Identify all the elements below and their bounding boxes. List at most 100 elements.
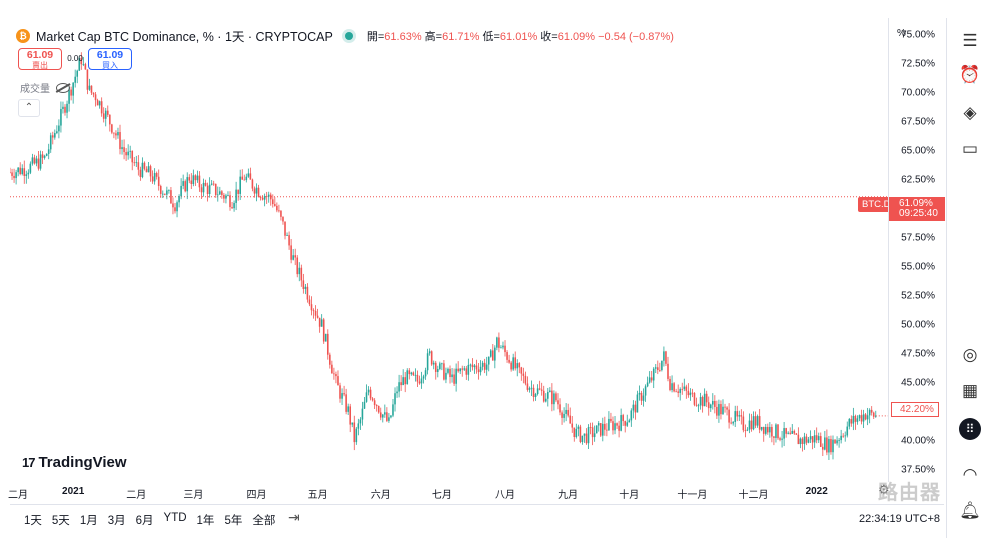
symbol-title[interactable]: Market Cap BTC Dominance, % · 1天 · CRYPT…	[36, 30, 333, 44]
candle-body	[17, 167, 19, 173]
candle	[141, 157, 144, 179]
range-5d-button[interactable]: 5天	[51, 515, 70, 527]
current-price: 61.09%	[899, 198, 933, 209]
candle	[752, 411, 755, 431]
candle-body	[286, 235, 288, 236]
candle	[463, 365, 466, 371]
time-tick-label: 2022	[805, 486, 828, 497]
candle	[718, 399, 720, 423]
time-axis[interactable]: 二月 2021 二月 三月 四月 五月 六月 七月 八月 九月 十月 十一月 十二月 2022	[8, 482, 944, 504]
candle-body	[341, 393, 343, 399]
candle	[186, 172, 189, 200]
candle	[373, 398, 376, 410]
apps-grid-icon[interactable]: ⠿	[959, 418, 981, 440]
candle	[377, 405, 380, 414]
candle-body	[487, 356, 490, 365]
chart-pane[interactable]	[10, 18, 888, 482]
candle	[371, 397, 374, 402]
eye-hidden-icon[interactable]	[56, 82, 70, 93]
range-1m-button[interactable]: 1月	[79, 515, 98, 527]
candle	[84, 62, 87, 70]
candle-body	[369, 389, 372, 399]
candle	[481, 360, 484, 371]
candle-body	[194, 175, 197, 181]
candle	[561, 410, 563, 425]
candle-body	[754, 416, 757, 426]
layers-icon[interactable]: ◈	[963, 103, 977, 122]
candle	[375, 404, 378, 412]
candle-body	[675, 391, 677, 393]
candle-body	[37, 158, 40, 169]
market-status-icon[interactable]	[344, 31, 353, 40]
tradingview-logo[interactable]: 17 TradingView	[22, 454, 127, 471]
candle	[172, 197, 174, 215]
candle	[123, 139, 125, 160]
candle-body	[634, 404, 637, 413]
candle	[819, 432, 822, 448]
candle	[742, 411, 745, 433]
chart-settings-icon[interactable]: ⚙	[878, 482, 890, 497]
candle-body	[292, 255, 294, 260]
range-all-button[interactable]: 全部	[252, 515, 276, 527]
signal-icon[interactable]: ◠	[962, 465, 978, 484]
candle	[769, 422, 771, 438]
candle-body	[208, 184, 211, 195]
candle-body	[74, 76, 76, 83]
buy-button[interactable]: 61.09 買入	[88, 48, 132, 70]
range-ytd-button[interactable]: YTD	[163, 512, 187, 524]
range-1d-button[interactable]: 1天	[24, 515, 42, 527]
range-6m-button[interactable]: 6月	[135, 515, 154, 527]
range-1y-button[interactable]: 1年	[196, 515, 215, 527]
volume-label[interactable]: 成交量	[20, 84, 50, 95]
candle	[390, 415, 392, 419]
collapse-legend-button[interactable]: ⌃	[18, 99, 40, 117]
candle-body	[477, 369, 480, 373]
price-axis[interactable]: % 75.00% 72.50% 70.00% 67.50% 65.00% 62.50% 57…	[888, 18, 945, 482]
candle-body	[856, 418, 859, 422]
target-icon[interactable]: ◎	[962, 345, 978, 364]
candle	[455, 363, 457, 392]
watchlist-icon[interactable]: ☰	[962, 31, 978, 50]
candle	[153, 168, 156, 185]
candle-body	[159, 185, 162, 194]
candle	[709, 403, 712, 412]
candle	[785, 427, 787, 438]
candle-body	[748, 420, 751, 430]
candle-body	[400, 382, 402, 386]
candle	[553, 390, 555, 411]
sell-price: 61.09	[26, 49, 54, 61]
candle	[51, 131, 54, 145]
candle-body	[41, 154, 44, 158]
candle-body	[15, 172, 17, 179]
candle	[858, 414, 861, 422]
candle	[730, 417, 732, 425]
range-5y-button[interactable]: 5年	[224, 515, 243, 527]
chat-icon[interactable]: ▭	[961, 139, 979, 158]
candle-body	[740, 415, 743, 417]
calendar-icon[interactable]: ▦	[961, 381, 979, 400]
candle	[430, 350, 433, 366]
candle	[801, 437, 804, 452]
candle	[406, 368, 409, 385]
candle	[693, 392, 696, 407]
candle	[640, 390, 643, 405]
candle	[326, 329, 329, 360]
candle-body	[783, 428, 785, 439]
sell-button[interactable]: 61.09 賣出	[18, 48, 62, 70]
candle-body	[64, 106, 66, 113]
candle	[461, 365, 464, 377]
candle	[119, 124, 121, 155]
candle-body	[870, 409, 873, 413]
candle-body	[726, 407, 728, 410]
last-value-tag: 42.20%	[891, 402, 939, 417]
candle-body	[359, 419, 362, 424]
clock-timezone[interactable]: 22:34:19 UTC+8	[858, 513, 940, 525]
bell-icon[interactable]: 🔔︎	[959, 501, 981, 520]
range-3m-button[interactable]: 3月	[107, 515, 126, 527]
alarm-clock-icon[interactable]: ⏰	[959, 65, 981, 84]
candle-body	[294, 255, 296, 258]
go-to-date-icon[interactable]: ⇥	[288, 509, 300, 525]
candlestick-chart[interactable]	[10, 18, 888, 482]
candle-body	[10, 172, 11, 174]
candle	[54, 129, 56, 140]
